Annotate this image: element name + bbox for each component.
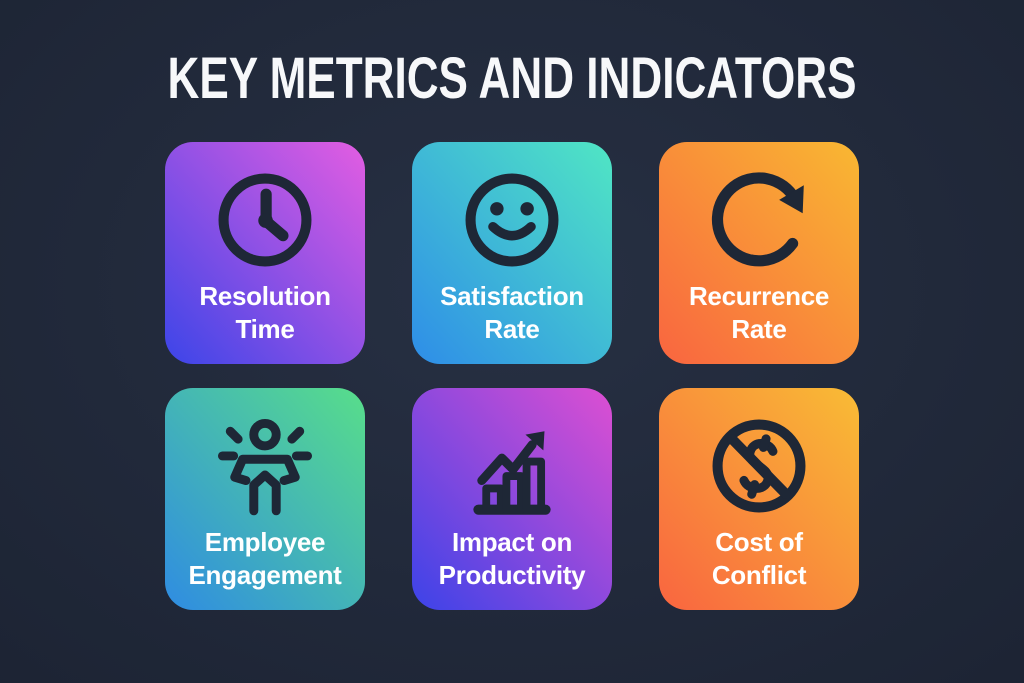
metric-label-line: Cost of	[715, 527, 803, 557]
metric-label: Recurrence Rate	[689, 276, 829, 350]
clock-icon	[209, 164, 321, 276]
metric-label-line: Engagement	[188, 560, 342, 590]
page-title: KEY METRICS AND INDICATORS	[167, 46, 857, 111]
metric-label-line: Employee	[204, 527, 326, 557]
energized-person-icon	[209, 410, 321, 522]
smiley-face-icon	[456, 164, 568, 276]
metric-card-resolution-time: Resolution Time	[165, 142, 365, 364]
metric-card-satisfaction-rate: Satisfaction Rate	[412, 142, 612, 364]
metric-label-line: Impact on	[451, 527, 573, 557]
metric-label-line: Satisfaction	[440, 281, 584, 311]
metric-label-line: Recurrence	[688, 281, 830, 311]
metric-card-cost-of-conflict: Cost of Conflict	[659, 388, 859, 610]
metric-label-line: Resolution	[199, 281, 331, 311]
metric-label: Impact on Productivity	[439, 522, 586, 596]
metric-card-recurrence-rate: Recurrence Rate	[659, 142, 859, 364]
metric-label-line: Rate	[731, 314, 787, 344]
refresh-arrow-icon	[703, 164, 815, 276]
metric-label: Resolution Time	[199, 276, 331, 350]
metric-card-impact-on-productivity: Impact on Productivity	[412, 388, 612, 610]
metric-label-line: Time	[235, 314, 295, 344]
metric-card-employee-engagement: Employee Engagement	[165, 388, 365, 610]
metric-label-line: Conflict	[711, 560, 807, 590]
metric-card-grid: Resolution Time Satisfaction Rate	[165, 142, 859, 610]
metric-label-line: Productivity	[438, 560, 586, 590]
metric-label: Employee Engagement	[188, 522, 341, 596]
metric-label: Cost of Conflict	[711, 522, 807, 596]
metric-label: Satisfaction Rate	[440, 276, 584, 350]
metric-label-line: Rate	[484, 314, 540, 344]
growth-chart-icon	[456, 410, 568, 522]
no-dollar-icon	[703, 410, 815, 522]
